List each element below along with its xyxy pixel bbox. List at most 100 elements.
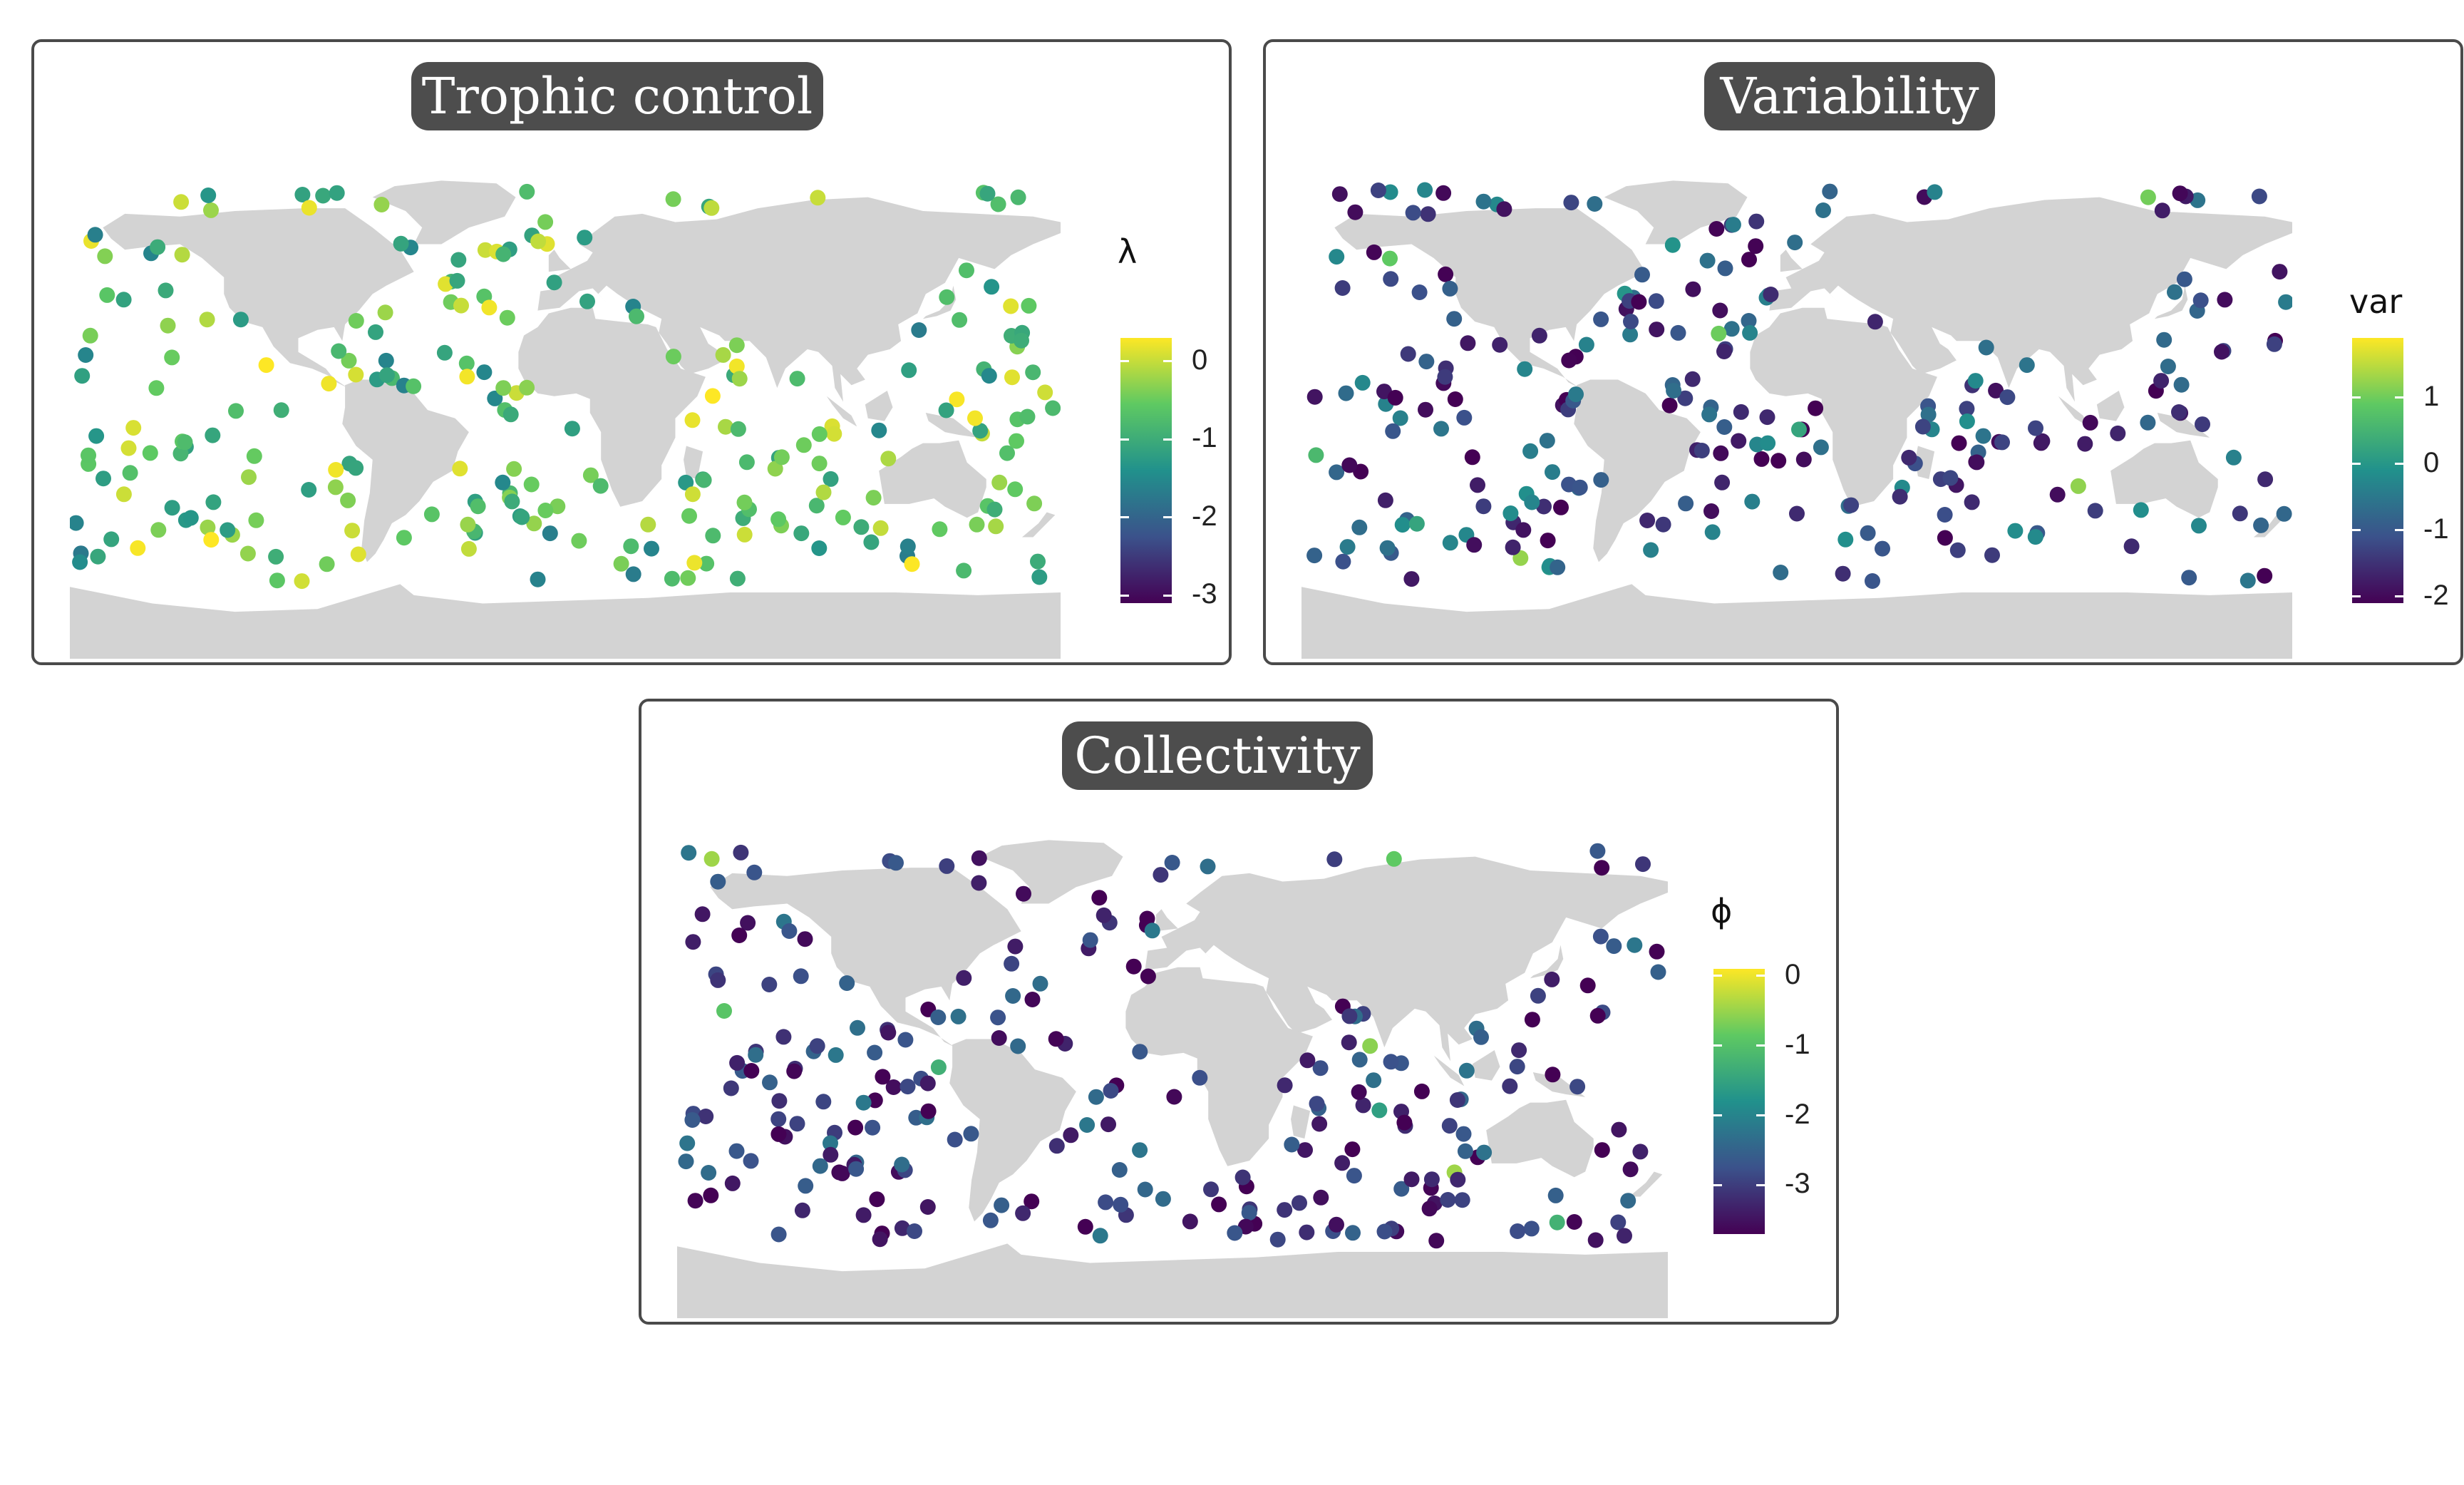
station-point <box>99 287 115 303</box>
landmass <box>1486 1099 1594 1178</box>
legend-ticks: 1 0 -1 -2 <box>2352 338 2449 611</box>
station-point <box>1031 569 1048 585</box>
station-point <box>1032 975 1048 992</box>
station-point <box>1164 855 1180 870</box>
station-point <box>681 845 697 861</box>
station-point <box>1100 1116 1116 1133</box>
legend-tick-mark <box>1756 1044 1765 1047</box>
station-point <box>640 516 656 533</box>
station-point <box>1563 195 1579 211</box>
station-point <box>1455 1126 1472 1142</box>
station-point <box>969 516 985 533</box>
station-point <box>1024 1193 1040 1210</box>
station-point <box>1473 1029 1489 1045</box>
station-point <box>1351 1084 1367 1100</box>
station-point <box>919 1075 936 1091</box>
landmass <box>2096 390 2125 421</box>
landmass <box>1021 512 1056 538</box>
world-map <box>1301 180 2292 659</box>
legend-colorbar <box>1120 338 1172 603</box>
station-point <box>460 540 477 557</box>
station-point <box>1643 542 1659 558</box>
station-point <box>704 388 721 404</box>
legend-tick-mark <box>2352 595 2361 598</box>
legend-tick-mark <box>1120 516 1129 519</box>
station-point <box>1331 186 1348 202</box>
station-point <box>1901 449 1917 466</box>
station-point <box>1634 267 1650 283</box>
station-point <box>2123 538 2140 555</box>
station-point <box>2232 505 2248 522</box>
station-point <box>731 928 748 943</box>
station-point <box>268 548 284 565</box>
station-point <box>694 906 711 923</box>
station-point <box>1329 464 1345 481</box>
station-point <box>495 474 511 490</box>
station-point <box>1417 182 1433 198</box>
station-point <box>1822 183 1838 200</box>
station-point <box>2140 414 2156 431</box>
station-point <box>1661 397 1678 413</box>
landmass <box>1155 909 1178 932</box>
station-point <box>495 246 512 262</box>
landmass <box>2058 396 2089 427</box>
station-point <box>812 1158 828 1174</box>
station-point <box>1139 910 1155 927</box>
station-point <box>1561 352 1577 369</box>
station-point <box>2027 529 2043 545</box>
landmass <box>548 250 571 272</box>
station-point <box>1227 1225 1243 1241</box>
station-point <box>1346 1168 1362 1184</box>
station-point <box>696 472 712 488</box>
station-point <box>1733 404 1749 420</box>
station-point <box>2133 502 2149 518</box>
station-point <box>786 1063 803 1079</box>
station-point <box>1476 1144 1493 1161</box>
station-point <box>729 1054 746 1071</box>
station-point <box>232 312 249 328</box>
station-point <box>1113 1196 1129 1213</box>
station-point <box>847 1119 864 1136</box>
station-point <box>1795 451 1812 468</box>
station-point <box>1411 284 1428 300</box>
station-point <box>1292 1195 1307 1211</box>
station-point <box>1096 907 1112 923</box>
station-point <box>963 1126 979 1142</box>
station-point <box>1026 495 1043 512</box>
legend-tick-mark <box>2395 463 2403 466</box>
station-point <box>377 304 393 321</box>
station-point <box>930 1009 947 1025</box>
station-point <box>1593 311 1609 327</box>
station-point <box>1592 928 1609 945</box>
station-point <box>994 1197 1010 1213</box>
landmass <box>949 1039 1076 1222</box>
station-point <box>449 272 465 289</box>
station-point <box>340 492 356 508</box>
station-point <box>406 378 422 394</box>
landmass <box>1530 945 1564 979</box>
station-point <box>379 367 395 384</box>
station-point <box>1376 1223 1393 1240</box>
station-point <box>1144 923 1160 939</box>
station-point <box>1442 280 1458 297</box>
station-point <box>984 279 1000 295</box>
station-point <box>481 299 498 316</box>
station-point <box>82 327 98 344</box>
station-point <box>907 1223 922 1239</box>
station-point <box>770 1126 787 1142</box>
station-point <box>2278 294 2292 310</box>
station-point <box>1712 302 1728 319</box>
landmass <box>1301 584 2292 659</box>
station-point <box>2172 185 2188 202</box>
station-point <box>519 183 535 200</box>
station-point <box>1635 856 1651 873</box>
station-point <box>476 364 493 381</box>
station-point <box>90 548 106 565</box>
station-point <box>241 469 257 485</box>
station-point <box>1329 249 1345 265</box>
station-point <box>125 420 142 436</box>
station-point <box>1379 540 1396 556</box>
station-point <box>1704 524 1721 540</box>
station-point <box>1713 445 1729 461</box>
station-point <box>762 1074 778 1091</box>
